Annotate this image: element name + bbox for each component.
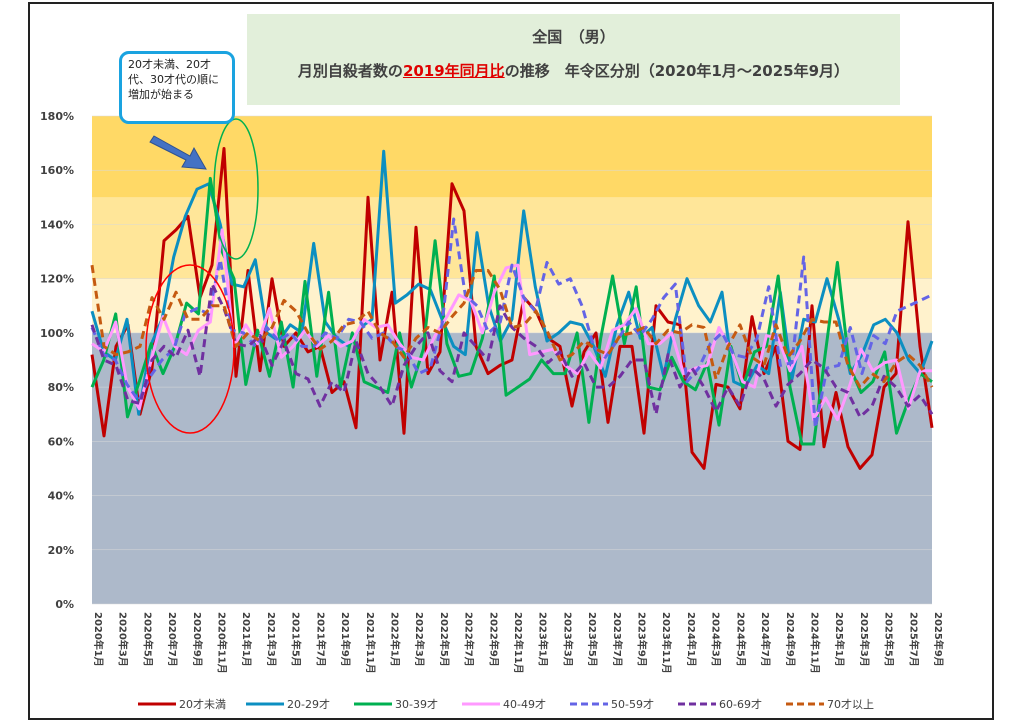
- x-tick-label: 2020年5月: [141, 612, 154, 667]
- x-tick-label: 2024年1月: [685, 612, 698, 667]
- y-tick-label: 20%: [48, 544, 74, 557]
- x-tick-label: 2022年1月: [388, 612, 401, 667]
- legend-label: 40-49才: [503, 697, 546, 711]
- x-tick-label: 2025年9月: [932, 612, 945, 667]
- chart-title-line2: 月別自殺者数の2019年同月比の推移 年令区分別（2020年1月～2025年9月…: [247, 60, 900, 81]
- series-line-6: [90, 264, 934, 389]
- x-tick-label: 2021年5月: [290, 612, 303, 667]
- legend-label: 20才未満: [179, 697, 226, 711]
- x-tick-label: 2024年9月: [784, 612, 797, 667]
- arrow-icon: [149, 135, 207, 170]
- x-tick-label: 2022年3月: [413, 612, 426, 667]
- legend-label: 30-39才: [395, 697, 438, 711]
- legend-label: 20-29才: [287, 697, 330, 711]
- title-post: の推移 年令区分別（2020年1月～2025年9月）: [504, 62, 850, 80]
- annotation-ellipse-green: [213, 118, 259, 260]
- title-pre: 月別自殺者数の: [297, 62, 403, 80]
- y-tick-label: 180%: [40, 110, 74, 123]
- x-tick-label: 2023年3月: [561, 612, 574, 667]
- legend-label: 60-69才: [719, 697, 762, 711]
- x-tick-label: 2020年11月: [216, 612, 229, 674]
- x-tick-label: 2021年7月: [314, 612, 327, 667]
- title-highlight: 2019年同月比: [402, 62, 505, 80]
- chart-svg: 0% 20% 40% 60% 80% 100% 120% 140% 160% 180% 2020年…: [40, 110, 945, 711]
- x-tick-label: 2021年11月: [364, 612, 377, 674]
- x-tick-label: 2025年5月: [883, 612, 896, 667]
- series-line-5: [90, 282, 934, 419]
- x-tick-label: 2025年3月: [858, 612, 871, 667]
- x-axis: 2020年1月 2020年3月 2020年5月 2020年7月 2020年9月 2020年…: [92, 612, 945, 674]
- annotation-shapes: [145, 118, 259, 434]
- x-tick-label: 2021年9月: [339, 612, 352, 667]
- y-tick-label: 40%: [48, 490, 74, 503]
- y-tick-label: 100%: [40, 327, 74, 340]
- x-tick-label: 2023年7月: [611, 612, 624, 667]
- x-tick-label: 2020年7月: [166, 612, 179, 667]
- x-tick-label: 2020年1月: [92, 612, 105, 667]
- annotation-callout: 20才未満、20才代、30才代の順に増加が始まる: [119, 51, 235, 124]
- x-tick-label: 2020年3月: [117, 612, 130, 667]
- chart-title-line1: 全国 （男）: [532, 28, 615, 46]
- y-tick-label: 80%: [48, 381, 74, 394]
- x-tick-label: 2025年1月: [833, 612, 846, 667]
- annotation-ellipse-red: [145, 264, 235, 434]
- y-tick-label: 160%: [40, 164, 74, 177]
- chart-frame: 0% 20% 40% 60% 80% 100% 120% 140% 160% 180% 2020年…: [28, 2, 994, 720]
- y-tick-label: 120%: [40, 273, 74, 286]
- x-tick-label: 2022年11月: [512, 612, 525, 674]
- x-tick-label: 2021年1月: [240, 612, 253, 667]
- legend: 20才未満 20-29才 30-39才 40-49才 50-59才 60-69才 70才以上: [138, 697, 874, 711]
- x-tick-label: 2022年9月: [487, 612, 500, 667]
- legend-label: 70才以上: [827, 697, 874, 711]
- x-tick-label: 2023年11月: [660, 612, 673, 674]
- x-tick-label: 2024年3月: [710, 612, 723, 667]
- series-line-2: [90, 176, 933, 446]
- x-tick-label: 2024年11月: [808, 612, 821, 674]
- x-tick-label: 2023年5月: [586, 612, 599, 667]
- x-tick-label: 2022年5月: [438, 612, 451, 667]
- x-tick-label: 2020年9月: [191, 612, 204, 667]
- x-tick-label: 2024年7月: [759, 612, 772, 667]
- background-band-3: [92, 116, 932, 198]
- y-tick-label: 0%: [55, 598, 74, 611]
- legend-label: 50-59才: [611, 697, 654, 711]
- y-axis: 0% 20% 40% 60% 80% 100% 120% 140% 160% 180%: [40, 110, 74, 611]
- x-tick-label: 2024年5月: [734, 612, 747, 667]
- x-tick-label: 2023年1月: [537, 612, 550, 667]
- series-line-4: [90, 217, 933, 430]
- y-tick-label: 60%: [48, 435, 74, 448]
- series-line-0: [90, 147, 934, 470]
- series-line-1: [90, 149, 934, 416]
- y-tick-label: 140%: [40, 218, 74, 231]
- x-tick-label: 2022年7月: [463, 612, 476, 667]
- x-tick-label: 2023年9月: [636, 612, 649, 667]
- x-tick-label: 2021年3月: [265, 612, 278, 667]
- x-tick-label: 2025年7月: [907, 612, 920, 667]
- title-box: 全国 （男） 月別自殺者数の2019年同月比の推移 年令区分別（2020年1月～…: [247, 14, 900, 105]
